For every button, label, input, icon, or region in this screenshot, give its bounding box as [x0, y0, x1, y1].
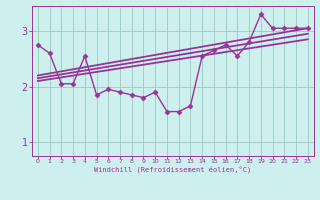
- X-axis label: Windchill (Refroidissement éolien,°C): Windchill (Refroidissement éolien,°C): [94, 166, 252, 173]
